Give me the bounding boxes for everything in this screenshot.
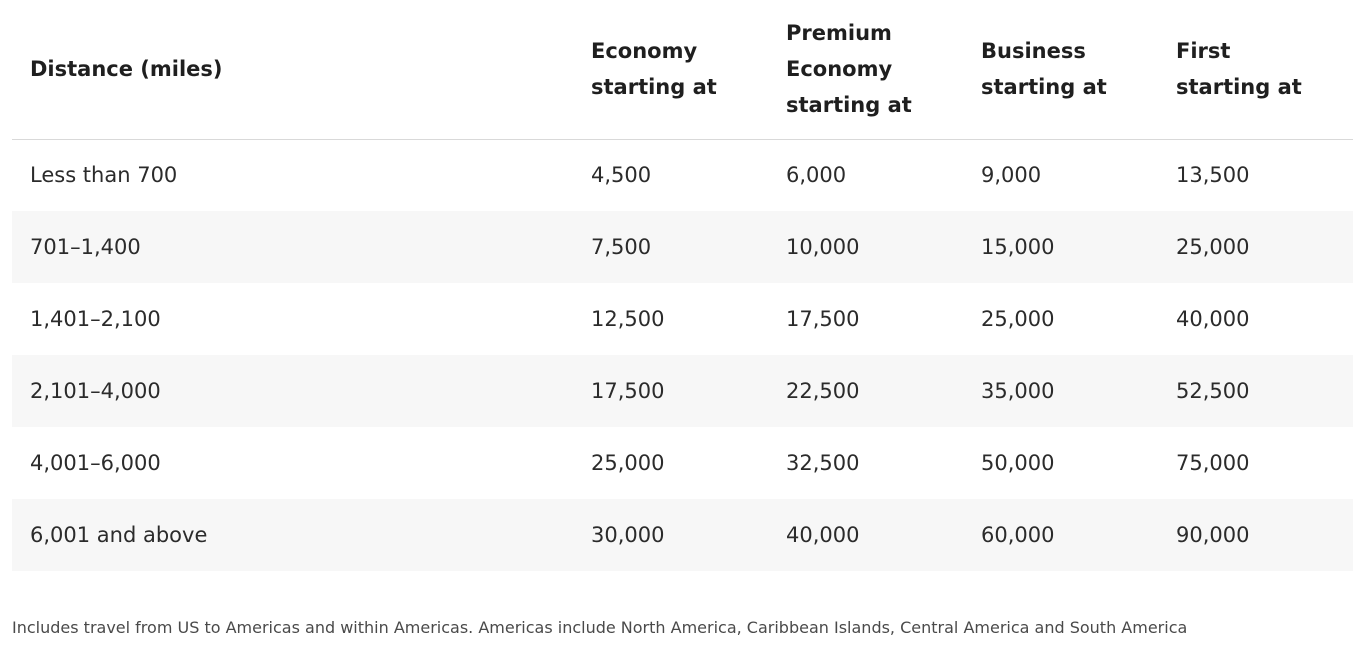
cell-first: 52,500 bbox=[1176, 379, 1250, 403]
cell-business: 9,000 bbox=[981, 163, 1042, 188]
header-business: Business starting at bbox=[981, 39, 1107, 100]
cell-first: 75,000 bbox=[1176, 451, 1250, 475]
cell-business: 60,000 bbox=[981, 523, 1055, 547]
table-body: Less than 700 4,500 6,000 9,000 13,500 7… bbox=[12, 139, 1353, 571]
cell-business: 15,000 bbox=[981, 235, 1055, 259]
cell-premium-economy: 40,000 bbox=[786, 523, 860, 547]
table-row: 6,001 and above 30,000 40,000 60,000 90,… bbox=[12, 499, 1353, 571]
table-row: 701–1,400 7,500 10,000 15,000 25,000 bbox=[12, 211, 1353, 283]
cell-economy: 25,000 bbox=[591, 451, 665, 475]
cell-distance: 1,401–2,100 bbox=[30, 307, 161, 331]
cell-economy: 17,500 bbox=[591, 379, 665, 403]
cell-economy: 7,500 bbox=[591, 235, 652, 259]
cell-distance: Less than 700 bbox=[30, 163, 178, 188]
table-row: 4,001–6,000 25,000 32,500 50,000 75,000 bbox=[12, 427, 1353, 499]
cell-premium-economy: 6,000 bbox=[786, 163, 847, 188]
cell-distance: 6,001 and above bbox=[30, 523, 208, 547]
table-row: 1,401–2,100 12,500 17,500 25,000 40,000 bbox=[12, 283, 1353, 355]
table-row: Less than 700 4,500 6,000 9,000 13,500 bbox=[12, 139, 1353, 211]
cell-first: 40,000 bbox=[1176, 307, 1250, 331]
table-row: 2,101–4,000 17,500 22,500 35,000 52,500 bbox=[12, 355, 1353, 427]
cell-premium-economy: 10,000 bbox=[786, 235, 860, 259]
cell-economy: 4,500 bbox=[591, 163, 652, 188]
header-row: Distance (miles) Economy starting at Pre… bbox=[12, 0, 1353, 139]
cell-business: 35,000 bbox=[981, 379, 1055, 403]
footnote: Includes travel from US to Americas and … bbox=[12, 618, 1188, 637]
header-economy: Economy starting at bbox=[591, 39, 717, 100]
cell-distance: 4,001–6,000 bbox=[30, 451, 161, 475]
cell-first: 25,000 bbox=[1176, 235, 1250, 259]
header-distance: Distance (miles) bbox=[30, 57, 223, 82]
cell-first: 13,500 bbox=[1176, 163, 1250, 188]
cell-economy: 30,000 bbox=[591, 523, 665, 547]
award-chart-table: Distance (miles) Economy starting at Pre… bbox=[12, 0, 1353, 571]
header-first: First starting at bbox=[1176, 39, 1302, 100]
header-premium-economy: Premium Economy starting at bbox=[786, 21, 912, 118]
cell-economy: 12,500 bbox=[591, 307, 665, 331]
table-header: Distance (miles) Economy starting at Pre… bbox=[12, 0, 1353, 139]
cell-first: 90,000 bbox=[1176, 523, 1250, 547]
cell-premium-economy: 17,500 bbox=[786, 307, 860, 331]
cell-distance: 701–1,400 bbox=[30, 235, 141, 259]
cell-premium-economy: 22,500 bbox=[786, 379, 860, 403]
cell-premium-economy: 32,500 bbox=[786, 451, 860, 475]
cell-business: 50,000 bbox=[981, 451, 1055, 475]
cell-distance: 2,101–4,000 bbox=[30, 379, 161, 403]
cell-business: 25,000 bbox=[981, 307, 1055, 331]
